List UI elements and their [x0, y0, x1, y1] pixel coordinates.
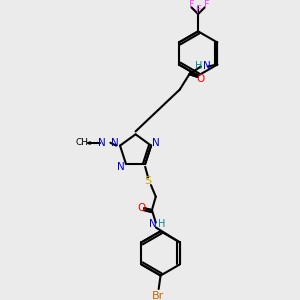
- Text: O: O: [197, 74, 205, 84]
- Text: N: N: [203, 61, 211, 70]
- Text: O: O: [137, 203, 146, 213]
- Text: Br: Br: [152, 291, 164, 300]
- Text: N: N: [152, 138, 160, 148]
- Text: S: S: [145, 176, 152, 186]
- Text: N: N: [98, 138, 106, 148]
- Text: N: N: [111, 138, 119, 148]
- Text: N: N: [117, 162, 125, 172]
- Text: CH₃: CH₃: [75, 138, 92, 147]
- Text: F: F: [196, 5, 202, 15]
- Text: F: F: [204, 0, 210, 11]
- Text: N: N: [149, 219, 157, 229]
- Text: H: H: [196, 61, 203, 70]
- Text: H: H: [158, 219, 165, 229]
- Text: F: F: [189, 0, 194, 11]
